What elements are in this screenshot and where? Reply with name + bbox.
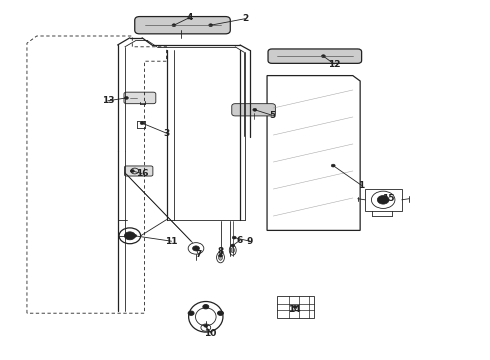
FancyBboxPatch shape	[124, 92, 156, 104]
Circle shape	[188, 311, 194, 315]
Bar	[277, 296, 314, 318]
Circle shape	[209, 24, 213, 27]
FancyBboxPatch shape	[232, 104, 275, 116]
Text: 15: 15	[382, 194, 394, 203]
Text: 2: 2	[242, 14, 248, 23]
Text: 7: 7	[195, 250, 202, 259]
Circle shape	[124, 96, 128, 99]
Circle shape	[293, 305, 297, 308]
Circle shape	[203, 305, 209, 309]
Circle shape	[133, 234, 137, 237]
Circle shape	[219, 254, 222, 257]
Circle shape	[130, 170, 134, 172]
Text: 8: 8	[218, 247, 223, 256]
Bar	[365, 189, 402, 211]
Text: 6: 6	[237, 236, 243, 245]
Text: 12: 12	[328, 60, 341, 69]
Text: 10: 10	[204, 328, 217, 338]
Circle shape	[140, 122, 144, 125]
Circle shape	[253, 108, 257, 111]
FancyBboxPatch shape	[135, 17, 230, 34]
Ellipse shape	[231, 248, 234, 253]
Circle shape	[204, 324, 208, 327]
Circle shape	[381, 198, 385, 201]
Text: 3: 3	[164, 129, 170, 138]
Circle shape	[377, 195, 389, 204]
FancyBboxPatch shape	[268, 49, 362, 63]
Circle shape	[231, 244, 235, 247]
Circle shape	[124, 232, 135, 240]
Circle shape	[321, 55, 325, 58]
Circle shape	[218, 311, 223, 315]
Ellipse shape	[196, 308, 216, 326]
Text: 14: 14	[288, 305, 300, 314]
Text: 1: 1	[359, 181, 365, 190]
Ellipse shape	[189, 302, 223, 332]
Text: 9: 9	[246, 237, 253, 246]
Ellipse shape	[219, 255, 222, 260]
Circle shape	[193, 246, 199, 251]
Text: 4: 4	[187, 13, 194, 22]
Ellipse shape	[217, 252, 224, 263]
Text: 5: 5	[269, 111, 275, 120]
Circle shape	[194, 247, 198, 250]
Text: 16: 16	[136, 169, 148, 178]
Ellipse shape	[229, 245, 236, 255]
FancyBboxPatch shape	[124, 166, 153, 176]
Circle shape	[331, 164, 335, 167]
Text: 13: 13	[101, 96, 114, 105]
Text: 11: 11	[165, 237, 178, 246]
Circle shape	[232, 236, 236, 239]
Circle shape	[172, 24, 176, 27]
